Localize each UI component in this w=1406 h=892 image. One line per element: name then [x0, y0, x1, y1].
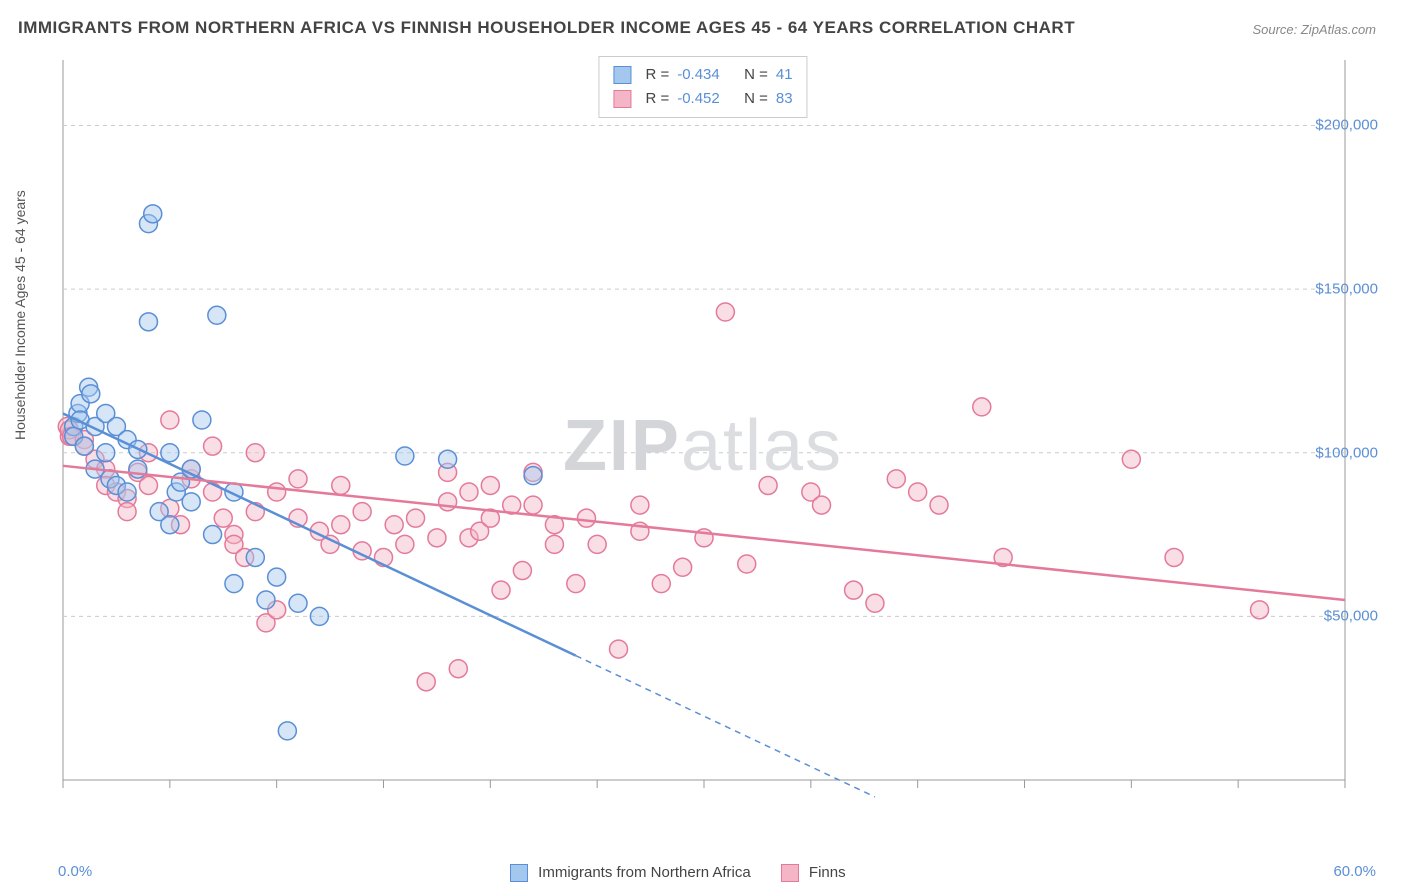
legend-row-series2: R = -0.452 N = 83: [613, 87, 792, 111]
x-axis-min-label: 0.0%: [58, 863, 92, 880]
x-axis-max-label: 60.0%: [1333, 863, 1376, 880]
legend-swatch-series2-bottom: [781, 864, 799, 882]
r-label: R =: [645, 63, 669, 87]
legend-item-series1: Immigrants from Northern Africa: [510, 864, 751, 882]
correlation-legend: R = -0.434 N = 41 R = -0.452 N = 83: [598, 56, 807, 118]
r-value-series2: -0.452: [677, 87, 720, 111]
r-value-series1: -0.434: [677, 63, 720, 87]
legend-swatch-series1: [613, 66, 631, 84]
chart-plot-area: [55, 50, 1375, 820]
y-tick-label: $100,000: [1315, 444, 1378, 461]
legend-swatch-series1-bottom: [510, 864, 528, 882]
legend-label-series2: Finns: [809, 864, 846, 881]
n-label: N =: [744, 63, 768, 87]
y-tick-label: $150,000: [1315, 281, 1378, 298]
n-value-series1: 41: [776, 63, 793, 87]
scatter-chart-svg: [55, 50, 1375, 820]
legend-label-series1: Immigrants from Northern Africa: [538, 864, 751, 881]
legend-item-series2: Finns: [781, 864, 846, 882]
y-tick-label: $50,000: [1324, 608, 1378, 625]
y-tick-label: $200,000: [1315, 117, 1378, 134]
chart-title: IMMIGRANTS FROM NORTHERN AFRICA VS FINNI…: [18, 18, 1075, 38]
legend-swatch-series2: [613, 90, 631, 108]
source-attribution: Source: ZipAtlas.com: [1252, 22, 1376, 37]
r-label: R =: [645, 87, 669, 111]
n-value-series2: 83: [776, 87, 793, 111]
legend-row-series1: R = -0.434 N = 41: [613, 63, 792, 87]
bottom-legend: Immigrants from Northern Africa Finns: [510, 864, 846, 882]
y-axis-label: Householder Income Ages 45 - 64 years: [12, 190, 28, 440]
n-label: N =: [744, 87, 768, 111]
